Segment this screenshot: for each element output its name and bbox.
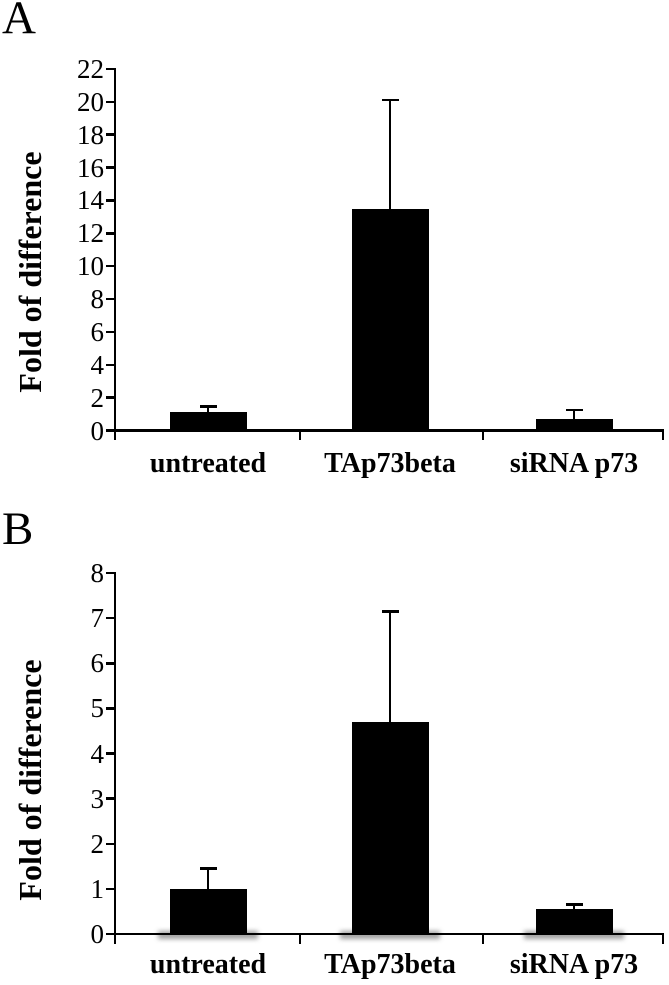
y-tick <box>106 396 115 399</box>
y-tick-label: 14 <box>77 185 104 216</box>
y-tick <box>106 264 115 268</box>
error-bar-cap <box>199 405 217 408</box>
x-tick <box>481 934 485 944</box>
y-tick <box>106 752 115 755</box>
category-label-untreated: untreated <box>149 448 267 479</box>
bar-untreated <box>169 412 247 432</box>
y-tick-label: 1 <box>90 873 105 904</box>
y-tick-label: 18 <box>77 119 104 150</box>
y-tick-label: 10 <box>77 251 104 282</box>
y-tick-label: 22 <box>77 54 104 84</box>
x-tick <box>481 430 485 440</box>
x-tick <box>661 430 665 440</box>
y-tick-label: 5 <box>90 693 105 724</box>
y-tick-label: 4 <box>90 738 105 769</box>
error-bar-stem <box>388 611 392 722</box>
x-tick <box>298 934 302 944</box>
y-tick <box>106 363 115 367</box>
y-tick <box>106 100 115 104</box>
y-tick <box>106 133 115 136</box>
y-tick <box>106 199 115 202</box>
y-tick-label: 3 <box>90 783 105 814</box>
y-tick <box>106 166 115 169</box>
y-tick <box>106 297 115 301</box>
y-tick-label: 16 <box>77 152 104 183</box>
error-bar-cap <box>381 610 399 613</box>
category-label-untreated: untreated <box>149 949 267 980</box>
x-tick <box>298 430 302 440</box>
y-tick <box>106 932 115 936</box>
y-tick <box>106 429 115 432</box>
y-tick-label: 8 <box>90 558 105 588</box>
y-tick <box>106 662 115 665</box>
error-bar-cap <box>381 98 399 102</box>
error-bar-stem <box>572 409 576 419</box>
y-tick-label: 0 <box>90 415 105 446</box>
category-label-tap73beta: TAp73beta <box>324 448 456 479</box>
bar-untreated <box>169 888 247 935</box>
y-axis-line <box>113 572 117 944</box>
error-bar-stem <box>388 100 392 209</box>
y-axis-line <box>113 68 117 440</box>
bar-sirna-p73 <box>535 909 613 935</box>
error-bar-cap <box>199 867 217 870</box>
y-tick <box>106 707 115 710</box>
y-tick-label: 2 <box>90 828 105 859</box>
y-tick-label: 0 <box>90 919 105 949</box>
y-tick-label: 6 <box>90 648 105 679</box>
category-label-sirna-p73: siRNA p73 <box>509 949 639 980</box>
y-tick-label: 6 <box>90 316 105 347</box>
x-tick <box>661 934 665 944</box>
y-tick-label: 12 <box>77 218 104 249</box>
error-bar-cap <box>565 408 583 412</box>
y-tick <box>106 330 115 334</box>
y-tick <box>106 67 115 71</box>
y-tick-label: 8 <box>90 284 105 315</box>
y-tick <box>106 887 115 891</box>
error-bar-stem <box>206 406 210 413</box>
y-tick-label: 4 <box>90 349 105 380</box>
y-tick <box>106 616 115 620</box>
bar-sirna-p73 <box>535 418 613 432</box>
error-bar-stem <box>572 904 576 910</box>
y-tick <box>106 232 115 235</box>
error-bar-stem <box>206 868 210 889</box>
x-axis-line <box>113 932 665 936</box>
bar-tap73beta <box>351 208 429 432</box>
x-axis-line <box>113 429 665 432</box>
bar-tap73beta <box>351 721 429 935</box>
y-tick-label: 7 <box>90 603 105 634</box>
category-label-sirna-p73: siRNA p73 <box>509 448 639 479</box>
panel-label-b: B <box>2 503 34 555</box>
y-tick <box>106 797 115 800</box>
error-bar-cap <box>565 903 583 906</box>
y-tick-label: 2 <box>90 382 105 413</box>
category-label-tap73beta: TAp73beta <box>324 949 456 980</box>
y-tick <box>106 571 115 575</box>
y-tick <box>106 842 115 845</box>
y-tick-label: 20 <box>77 86 104 117</box>
panel-label-a: A <box>2 0 36 44</box>
